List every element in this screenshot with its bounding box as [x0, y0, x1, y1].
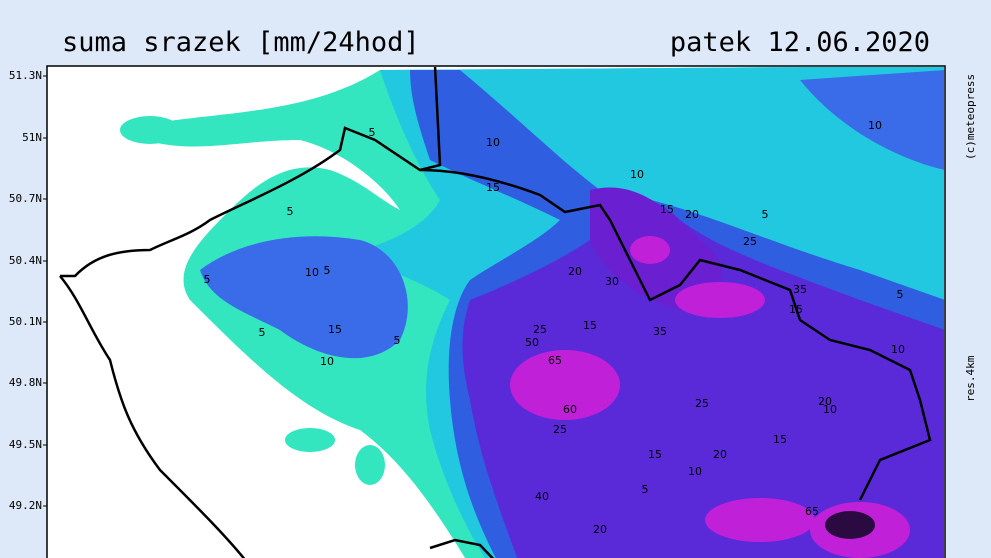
- contour-label: 5: [287, 205, 294, 218]
- latitude-label: 49.5N: [9, 438, 42, 451]
- latitude-label: 51N: [22, 131, 42, 144]
- contour-label: 10: [688, 465, 702, 478]
- latitude-label: 51.3N: [9, 69, 42, 82]
- contour-label: 10: [486, 136, 500, 149]
- contour-label: 15: [648, 448, 662, 461]
- map-date: patek 12.06.2020: [670, 27, 930, 58]
- contour-label: 35: [653, 325, 667, 338]
- contour-label: 65: [805, 505, 819, 518]
- map-title: suma srazek [mm/24hod]: [62, 27, 420, 58]
- contour-label: 65: [548, 354, 562, 367]
- contour-label: 5: [762, 208, 769, 221]
- contour-label: 25: [553, 423, 567, 436]
- resolution: res.4km: [964, 355, 977, 402]
- contour-label: 15: [486, 181, 500, 194]
- contour-label: 20: [818, 395, 832, 408]
- contour-label: 15: [789, 303, 803, 316]
- contour-label: 10: [305, 266, 319, 279]
- contour-label: 5: [259, 326, 266, 339]
- contour-label: 5: [394, 334, 401, 347]
- latitude-label: 50.4N: [9, 254, 42, 267]
- contour-label: 10: [320, 355, 334, 368]
- contour-label: 5: [204, 273, 211, 286]
- contour-label: 25: [695, 397, 709, 410]
- latitude-label: 50.1N: [9, 315, 42, 328]
- latitude-label: 49.2N: [9, 499, 42, 512]
- contour-label: 20: [713, 448, 727, 461]
- contour-label: 10: [630, 168, 644, 181]
- contour-label: 20: [568, 265, 582, 278]
- contour-label: 5: [324, 264, 331, 277]
- contour-label: 15: [660, 203, 674, 216]
- latitude-label: 49.8N: [9, 376, 42, 389]
- contour-label: 30: [605, 275, 619, 288]
- contour-label: 15: [773, 433, 787, 446]
- contour-label: 10: [823, 403, 837, 416]
- contour-label: 20: [593, 523, 607, 536]
- credit: (c)meteopress: [964, 74, 977, 160]
- contour-label: 5: [642, 483, 649, 496]
- contour-label: 15: [328, 323, 342, 336]
- contour-label: 40: [535, 490, 549, 503]
- contour-label: 35: [793, 283, 807, 296]
- contour-label: 15: [583, 319, 597, 332]
- contour-label: 60: [563, 403, 577, 416]
- contour-label: 50: [525, 336, 539, 349]
- contour-label: 10: [868, 119, 882, 132]
- precipitation-field: [59, 67, 944, 558]
- contour-label: 25: [533, 323, 547, 336]
- contour-label: 25: [743, 235, 757, 248]
- latitude-label: 50.7N: [9, 192, 42, 205]
- contour-label: 10: [891, 343, 905, 356]
- contour-label: 5: [897, 288, 904, 301]
- map-area: [46, 65, 946, 558]
- contour-label: 20: [685, 208, 699, 221]
- contour-label: 5: [369, 126, 376, 139]
